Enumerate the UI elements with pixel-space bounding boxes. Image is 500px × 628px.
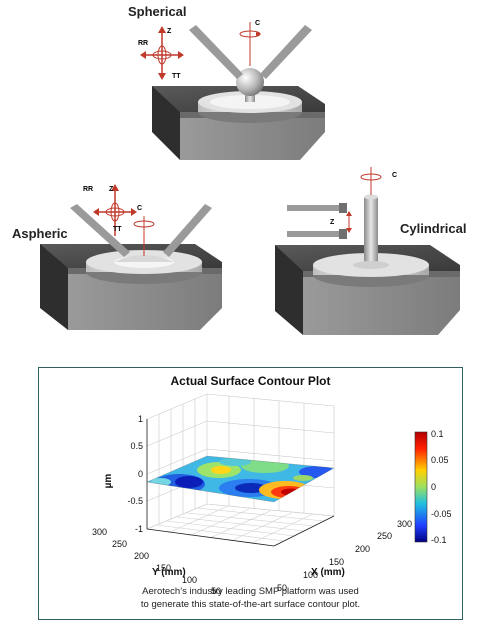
y-tick-50: 50 [211, 586, 221, 596]
y-tick-100: 100 [182, 575, 197, 585]
colorbar [414, 431, 428, 543]
colorbar-tick--0.1: -0.1 [431, 535, 447, 545]
aspheric-heading: Aspheric [12, 226, 68, 241]
x-tick-100: 100 [303, 570, 318, 580]
z-tick-0: 0 [138, 469, 143, 479]
plot-caption-line-1: Aerotech’s industry leading SMP platform… [142, 586, 359, 597]
colorbar-tick-0.1: 0.1 [431, 429, 444, 439]
cylindrical-diagram [275, 167, 460, 335]
y-tick-300: 300 [92, 527, 107, 537]
colorbar-tick--0.05: -0.05 [431, 509, 452, 519]
colorbar-tick-0.05: 0.05 [431, 455, 449, 465]
plot-caption-line-2: to generate this state-of-the-art surfac… [140, 599, 361, 610]
aspheric-tt-label: TT [113, 226, 122, 233]
plot-title: Actual Surface Contour Plot [170, 374, 331, 388]
spherical-c-label: C [255, 20, 261, 27]
aspheric-z-label: Z [109, 186, 114, 193]
cylindrical-heading: Cylindrical [400, 221, 467, 236]
spherical-diagram [140, 22, 325, 160]
y-tick-250: 250 [112, 539, 127, 549]
x-tick-50: 50 [277, 583, 287, 593]
spherical-z-label: Z [167, 28, 172, 35]
z-tick--0.5: -0.5 [127, 496, 143, 506]
aspheric-rr-label: RR [83, 186, 94, 193]
x-axis-label: X (mm) [311, 567, 345, 578]
y-tick-200: 200 [134, 551, 149, 561]
x-tick-200: 200 [355, 544, 370, 554]
z-tick-1: 1 [138, 414, 143, 424]
y-axis-label: Y (mm) [152, 567, 186, 578]
cylindrical-c-label: C [392, 172, 398, 179]
aspheric-diagram [40, 184, 222, 330]
y-tick-150: 150 [156, 563, 171, 573]
z-tick--1: -1 [135, 524, 143, 534]
z-axis-label: µm [103, 474, 114, 489]
cylindrical-z-label: Z [330, 219, 335, 226]
z-tick-0.5: 0.5 [130, 441, 143, 451]
x-tick-300: 300 [397, 519, 412, 529]
spherical-heading: Spherical [128, 4, 187, 19]
spherical-tt-label: TT [172, 73, 181, 80]
spherical-rr-label: RR [138, 40, 149, 47]
aspheric-c-label: C [137, 205, 143, 212]
x-tick-250: 250 [377, 531, 392, 541]
colorbar-tick-0: 0 [431, 482, 436, 492]
surface-plot: 1 0.5 0 -0.5 -1 µm 300 250 200 150 100 5… [92, 393, 452, 596]
x-tick-150: 150 [329, 557, 344, 567]
surface-plot-panel: Actual Surface Contour Plot [38, 367, 463, 620]
